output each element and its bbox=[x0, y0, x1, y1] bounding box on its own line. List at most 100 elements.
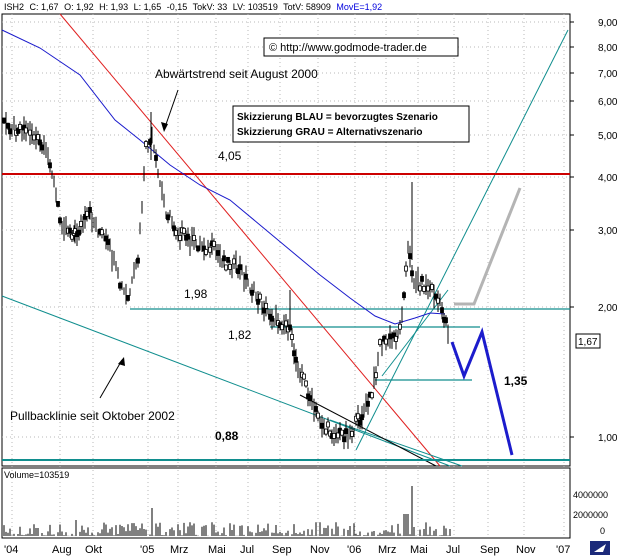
x-tick-label: Mrz bbox=[170, 544, 188, 556]
x-tick-label: Jul bbox=[240, 544, 254, 556]
candle-body bbox=[320, 422, 324, 429]
candle-body bbox=[126, 295, 130, 301]
candle-body bbox=[398, 323, 402, 330]
candle-body bbox=[258, 293, 262, 300]
candle-body bbox=[174, 229, 178, 236]
candle-body bbox=[366, 400, 370, 407]
candle-body bbox=[408, 253, 412, 259]
level-label-135: 1,35 bbox=[504, 374, 528, 388]
pullback-label: Pullbacklinie seit Oktober 2002 bbox=[10, 409, 175, 423]
candle-body bbox=[68, 227, 72, 234]
candle-body bbox=[384, 338, 388, 345]
candle-body bbox=[8, 128, 12, 135]
x-tick-label: Mai bbox=[410, 544, 428, 556]
candle-body bbox=[186, 233, 190, 240]
candle-body bbox=[238, 264, 242, 271]
candle-body bbox=[378, 339, 382, 346]
candle-body bbox=[36, 134, 40, 141]
downtrend-line bbox=[59, 13, 441, 467]
y-tick-label: 5,00 bbox=[598, 131, 618, 142]
uptrend-line-steep bbox=[381, 289, 449, 377]
candle-body bbox=[262, 307, 266, 314]
y-tick-label: 2,00 bbox=[598, 303, 618, 314]
volume-tick-0: 0 bbox=[600, 526, 605, 536]
y-tick-label: 9,00 bbox=[598, 18, 618, 29]
volume-tick-2m: 2000000 bbox=[573, 510, 608, 520]
x-tick-label: Aug bbox=[52, 544, 72, 556]
copyright-box bbox=[263, 37, 459, 57]
pullback-arrow-head bbox=[118, 357, 125, 366]
volume-label: Volume=103519 bbox=[4, 470, 69, 480]
candle-body bbox=[410, 270, 414, 277]
candle-body bbox=[332, 433, 336, 439]
candle-body bbox=[40, 144, 44, 151]
candle-body bbox=[166, 214, 170, 221]
candle-body bbox=[28, 129, 32, 136]
corner-logo-arrow-icon bbox=[594, 544, 606, 552]
price-panel-frame bbox=[1, 13, 571, 467]
volume-panel-frame bbox=[1, 467, 571, 539]
downtrend-label: Abwärtstrend seit August 2000 bbox=[155, 67, 318, 81]
candle-body bbox=[370, 392, 374, 399]
candle-body bbox=[244, 273, 248, 280]
candle-body bbox=[426, 285, 430, 292]
y-tick-label: 6,00 bbox=[598, 97, 618, 108]
level-label-088: 0,88 bbox=[215, 429, 239, 443]
price-axis: 9,00 8,00 7,00 6,00 5,00 4,00 3,00 2,00 1,00 bbox=[570, 18, 618, 444]
candle-body bbox=[250, 289, 254, 296]
volume-tick-4m: 4000000 bbox=[573, 490, 608, 500]
x-tick-label: '06 bbox=[347, 544, 361, 556]
candle-body bbox=[418, 285, 422, 292]
downtrend-arrow bbox=[163, 89, 179, 131]
volume-bars bbox=[3, 486, 451, 536]
candle-body bbox=[308, 395, 312, 401]
x-tick-label: Nov bbox=[310, 544, 330, 556]
x-tick-label: Okt bbox=[85, 544, 102, 556]
candle-body bbox=[350, 431, 354, 437]
x-tick-label: '07 bbox=[556, 544, 570, 556]
candle-body bbox=[270, 315, 274, 322]
candle-body bbox=[182, 227, 186, 234]
candle-body bbox=[294, 356, 298, 363]
candle-body bbox=[336, 432, 340, 439]
candle-body bbox=[58, 217, 62, 224]
price-candles bbox=[2, 112, 449, 450]
candle-body bbox=[264, 302, 268, 309]
candle-body bbox=[404, 265, 408, 272]
candle-body bbox=[79, 220, 83, 227]
x-tick-label: Mai bbox=[208, 544, 226, 556]
pullback-line bbox=[1, 295, 451, 467]
candle-body bbox=[212, 240, 216, 247]
candle-body bbox=[32, 134, 36, 141]
candle-body bbox=[444, 317, 448, 324]
candle-body bbox=[222, 255, 226, 262]
candle-body bbox=[18, 123, 22, 130]
candle-body bbox=[422, 285, 426, 292]
copyright-text[interactable]: © http://www.godmode-trader.de bbox=[269, 42, 427, 54]
x-tick-label: '04 bbox=[4, 544, 18, 556]
time-axis: '04 Aug Okt '05 Mrz Mai Jul Sep Nov '06 Mrz Mai Jul S… bbox=[4, 544, 570, 556]
candle-body bbox=[56, 201, 60, 207]
candle-body bbox=[360, 414, 364, 421]
candle-body bbox=[226, 256, 230, 263]
candle-body bbox=[88, 206, 92, 213]
candle-body bbox=[290, 334, 294, 340]
candle-body bbox=[154, 155, 158, 161]
candle-body bbox=[280, 324, 284, 331]
gray-scenario-path bbox=[454, 187, 522, 306]
x-tick-label: Mrz bbox=[378, 544, 396, 556]
candle-body bbox=[436, 297, 440, 304]
candle-body bbox=[316, 412, 320, 419]
header-quote: ISH2 C: 1,67 O: 1,92 H: 1,93 L: 1,65 -0,… bbox=[4, 2, 382, 12]
candle-body bbox=[6, 122, 10, 129]
level-label-182: 1,82 bbox=[228, 328, 252, 342]
candle-body bbox=[356, 413, 360, 420]
candle-body bbox=[48, 162, 52, 169]
candle-body bbox=[144, 141, 148, 147]
candle-body bbox=[402, 292, 406, 299]
candle-body bbox=[358, 419, 362, 426]
legend-gray-text: Skizzierung GRAU = Alternativszenario bbox=[237, 127, 423, 138]
candle-body bbox=[394, 336, 398, 342]
downtrend-arrow-head bbox=[161, 122, 168, 132]
y-tick-label: 1,00 bbox=[598, 433, 618, 444]
